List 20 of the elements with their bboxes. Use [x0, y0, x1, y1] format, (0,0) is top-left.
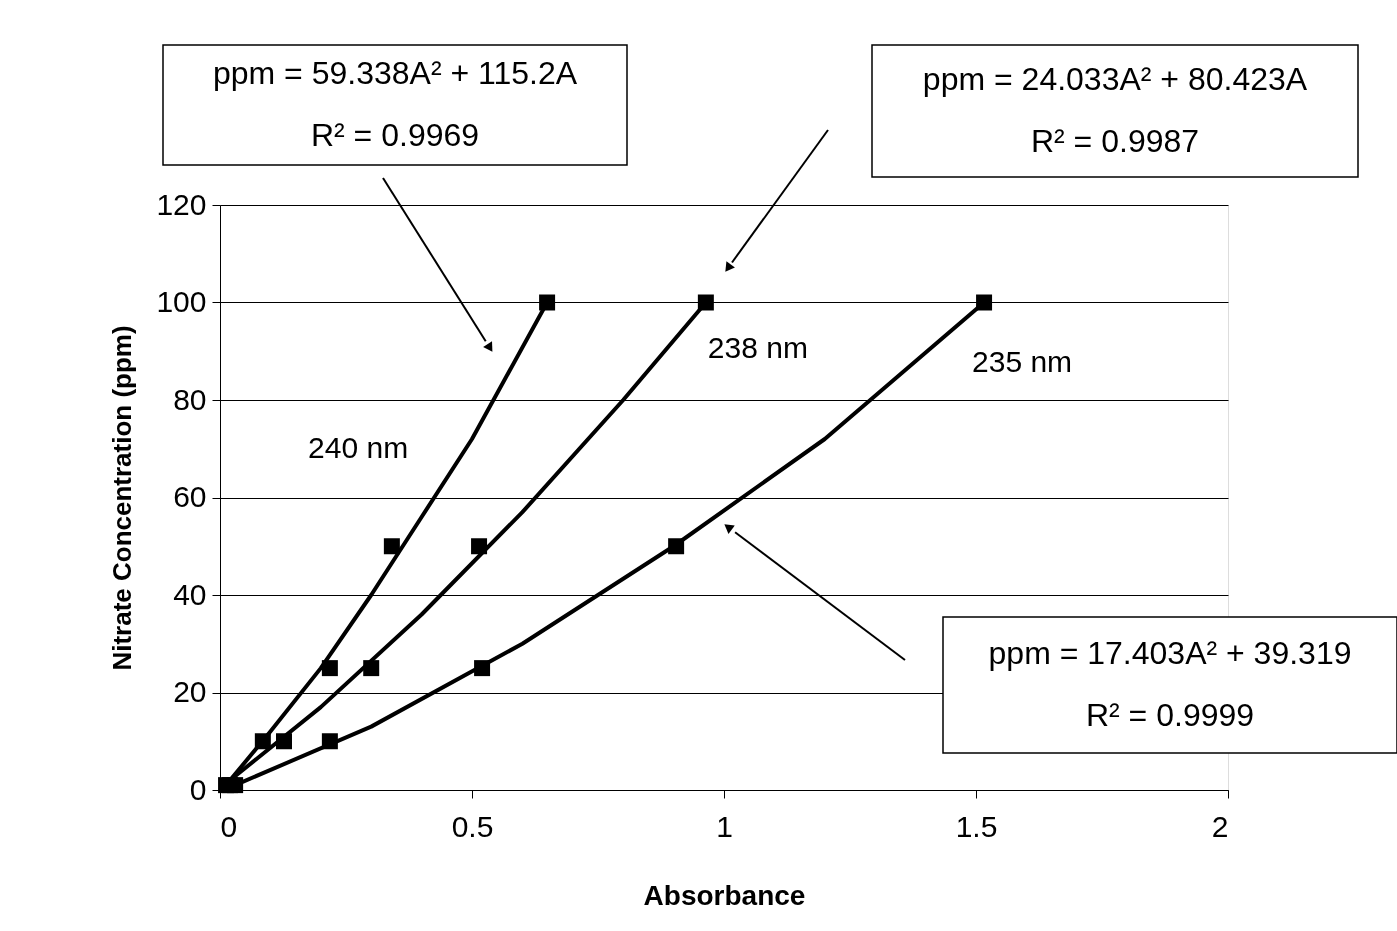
- x-tick-label: 2: [1211, 809, 1229, 843]
- y-tick-label: 20: [173, 675, 207, 708]
- y-tick-label: 40: [173, 577, 207, 611]
- y-tick-label: 60: [173, 480, 207, 513]
- text: ppm = 59.338A² + 115.2A R² = 0.9969: [212, 55, 578, 153]
- y-tick-label: 120: [156, 187, 207, 221]
- x-tick-label: 0: [220, 809, 238, 843]
- y-axis-title: Nitrate Concentration (ppm): [107, 325, 138, 671]
- annotation: ppm = 17.403A² + 39.319 R² = 0.9999: [988, 635, 1352, 733]
- x-tick-label: 1.5: [955, 809, 998, 843]
- text: 240 nm: [308, 430, 409, 464]
- series-label: 238 nm: [707, 330, 808, 364]
- y-tick-label: 100: [156, 285, 207, 318]
- x-tick-label: 1: [716, 809, 733, 843]
- series-label: 235 nm: [972, 344, 1073, 378]
- x-tick-label: 0.5: [451, 809, 494, 843]
- y-tick-label: 80: [173, 382, 207, 416]
- x-axis-title: Absorbance: [643, 879, 806, 911]
- y-tick-label: 0: [189, 772, 207, 806]
- text: ppm = 24.033A² + 80.423A R² = 0.9987: [922, 61, 1308, 159]
